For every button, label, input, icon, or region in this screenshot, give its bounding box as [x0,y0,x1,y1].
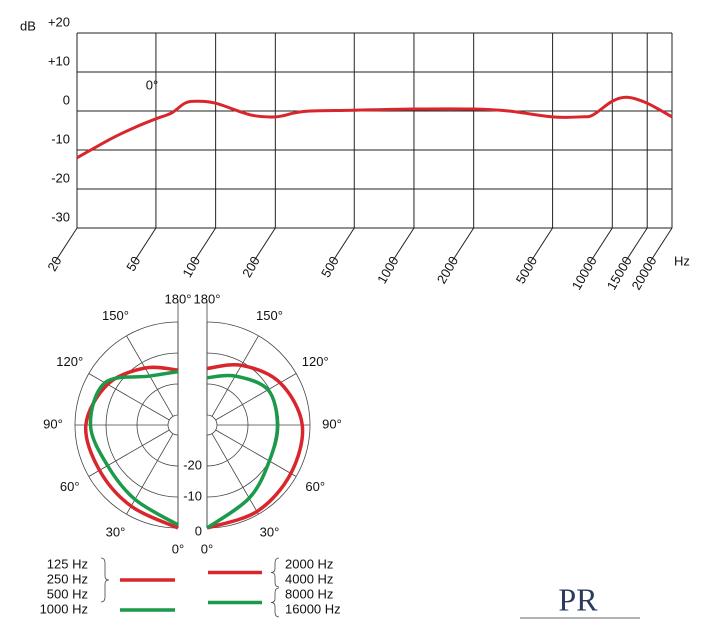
x-tick-label: 20000 [629,254,660,293]
angle-label: 120° [302,354,329,369]
x-tick-label: 5000 [513,254,540,287]
legend-label: 1000 Hz [40,601,88,616]
spoke [211,433,259,515]
x-tick-label: 200 [239,254,263,280]
x-tick [391,227,415,263]
angle-label: 0° [201,541,213,556]
x-tick [133,227,157,263]
legend-label: 4000 Hz [285,571,333,586]
angle-label: 120° [56,354,83,369]
y-tick-label: 0 [63,92,70,107]
logo: PR [558,581,598,617]
legend-label: 8000 Hz [285,586,333,601]
r-tick-label: -10 [183,488,202,503]
polar-curve [83,365,179,530]
y-tick-label: +20 [48,14,70,29]
x-tick-label: 20 [44,254,64,274]
angle-label: 150° [102,308,129,323]
x-tick [649,227,673,263]
legend-brace [270,557,280,588]
legend-label: 250 Hz [47,571,88,586]
spoke [215,429,297,477]
angle-label: 30° [260,525,280,540]
x-tick [624,227,648,263]
legend-brace [100,557,110,603]
x-tick-label: 50 [123,254,143,274]
y-axis-label: dB [20,18,36,33]
x-tick-label: 2000 [434,254,461,287]
legend-brace [270,587,280,618]
spoke [126,433,174,515]
legend-label: 500 Hz [47,586,88,601]
y-tick-label: -10 [51,131,70,146]
x-tick [331,227,355,263]
angle-label: 0° [172,541,184,556]
angle-label: 90° [43,416,63,431]
x-tick-label: 10000 [569,254,600,293]
angle-label: 60° [60,479,80,494]
legend-label: 16000 Hz [285,601,341,616]
x-tick [252,227,276,263]
x-tick-label: 500 [318,254,342,280]
angle-label: 90° [322,416,342,431]
spoke [88,429,170,477]
x-tick [193,227,217,263]
x-tick [589,227,613,263]
angle-label: 30° [106,525,126,540]
polar-curve [88,369,179,527]
x-tick [451,227,475,263]
x-tick [54,227,78,263]
angle-label: 180° [165,291,192,306]
polar-curve [205,373,280,530]
center-hole [206,414,218,436]
x-tick [530,227,554,263]
angle-label: 60° [305,479,325,494]
y-tick-label: -30 [51,209,70,224]
legend-label: 2000 Hz [285,556,333,571]
angle-label: 180° [194,291,221,306]
spoke [88,373,170,421]
r-tick-label: -20 [183,457,202,472]
annotation: 0° [146,77,158,92]
legend-label: 125 Hz [47,556,88,571]
y-tick-label: +10 [48,53,70,68]
spoke [215,373,297,421]
y-tick-label: -20 [51,170,70,185]
polar-curve [206,362,305,530]
x-axis-label: Hz [674,253,690,268]
x-tick-label: 100 [179,254,203,280]
response-curve [76,95,673,160]
angle-label: 150° [256,308,283,323]
r-tick-label: 0 [195,523,202,538]
center-hole [167,414,179,436]
x-tick-label: 1000 [374,254,401,287]
